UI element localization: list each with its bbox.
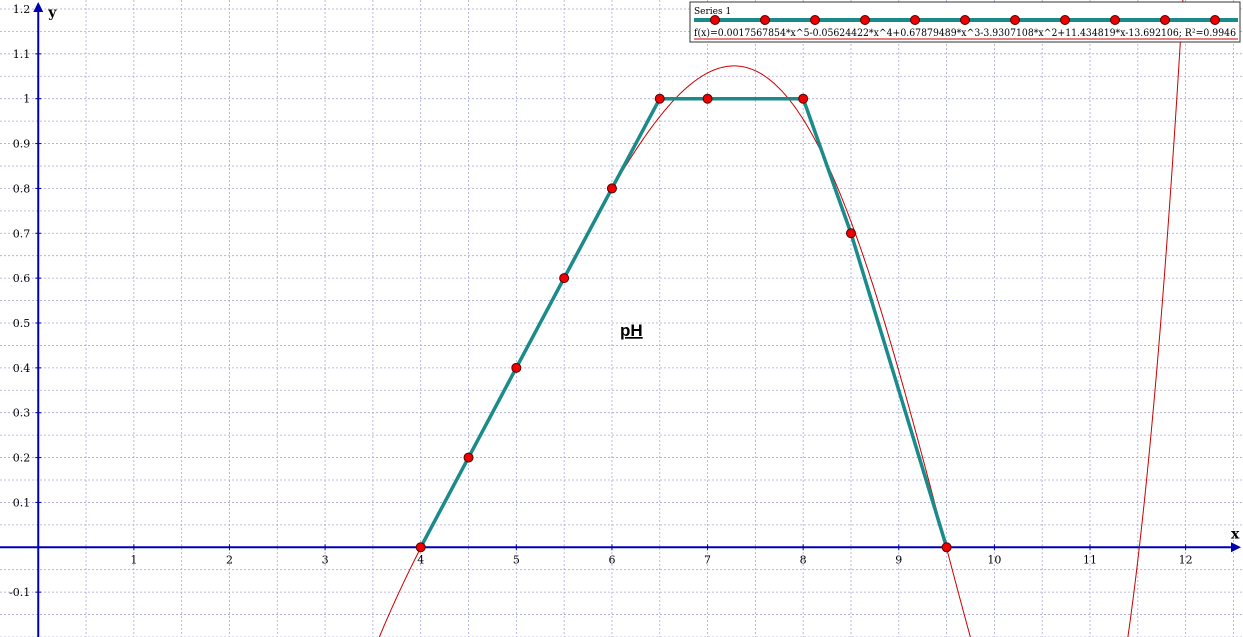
- data-point: [511, 362, 522, 373]
- series-group: [419, 96, 949, 549]
- tick-labels: 1 2 3 4 5 6 7 8 9 10 11 12-0.10.10.20.30.40.50.60.7…: [9, 3, 1193, 599]
- x-tick-label: 1: [130, 553, 137, 566]
- trendline-group: [378, 0, 1184, 637]
- y-axis-label: y: [47, 5, 57, 21]
- legend: Series 1 f(x)=0.0017567854*x^5-0.0562442…: [689, 1, 1241, 43]
- legend-marker: [760, 15, 770, 25]
- y-axis-arrow: [33, 2, 44, 12]
- x-axis-arrow: [1231, 542, 1241, 553]
- legend-marker: [810, 15, 820, 25]
- y-tick-label: 0.6: [13, 272, 31, 285]
- x-tick-label: 8: [800, 553, 807, 566]
- legend-marker: [860, 15, 870, 25]
- x-tick-label: 12: [1179, 553, 1193, 566]
- y-tick-label: 0.5: [13, 317, 31, 330]
- x-tick-label: 6: [608, 553, 615, 566]
- ph-annotation: pH: [620, 321, 643, 340]
- y-tick-label: 0.8: [13, 182, 31, 195]
- legend-marker: [1210, 15, 1220, 25]
- x-axis-label: x: [1231, 526, 1240, 542]
- legend-marker: [1110, 15, 1120, 25]
- legend-marker: [710, 15, 720, 25]
- data-point: [606, 183, 617, 194]
- y-tick-label: -0.1: [9, 586, 30, 599]
- y-tick-label: 1.1: [13, 48, 31, 61]
- trendline: [378, 0, 1184, 637]
- x-tick-label: 9: [895, 553, 902, 566]
- data-point: [702, 93, 713, 104]
- y-tick-label: 1.2: [13, 3, 31, 16]
- legend-series-name: Series 1: [694, 7, 731, 17]
- legend-marker: [1010, 15, 1020, 25]
- legend-markers: [710, 15, 1220, 25]
- y-tick-label: 0.7: [13, 227, 31, 240]
- y-tick-label: 0.9: [13, 138, 31, 151]
- data-point: [415, 542, 426, 553]
- x-tick-label: 11: [1083, 553, 1097, 566]
- legend-marker: [1160, 15, 1170, 25]
- x-tick-label: 7: [704, 553, 711, 566]
- data-point: [941, 542, 952, 553]
- x-tick-label: 5: [513, 553, 520, 566]
- y-tick-label: 0.2: [13, 452, 31, 465]
- x-tick-label: 4: [417, 553, 424, 566]
- legend-marker: [960, 15, 970, 25]
- legend-equation: f(x)=0.0017567854*x^5-0.05624422*x^4+0.6…: [694, 28, 1236, 39]
- y-tick-label: 0.1: [13, 496, 31, 509]
- data-point: [845, 228, 856, 239]
- markers-group: [415, 93, 952, 553]
- legend-marker: [1060, 15, 1070, 25]
- y-tick-label: 0.3: [13, 407, 31, 420]
- data-point: [798, 93, 809, 104]
- series-line: [419, 96, 949, 549]
- data-point: [559, 273, 570, 284]
- x-tick-label: 2: [226, 553, 233, 566]
- data-point: [654, 93, 665, 104]
- data-point: [463, 452, 474, 463]
- x-tick-label: 3: [322, 553, 329, 566]
- y-tick-label: 1: [23, 93, 30, 106]
- y-tick-label: 0.4: [13, 362, 31, 375]
- legend-marker: [910, 15, 920, 25]
- x-tick-label: 10: [987, 553, 1001, 566]
